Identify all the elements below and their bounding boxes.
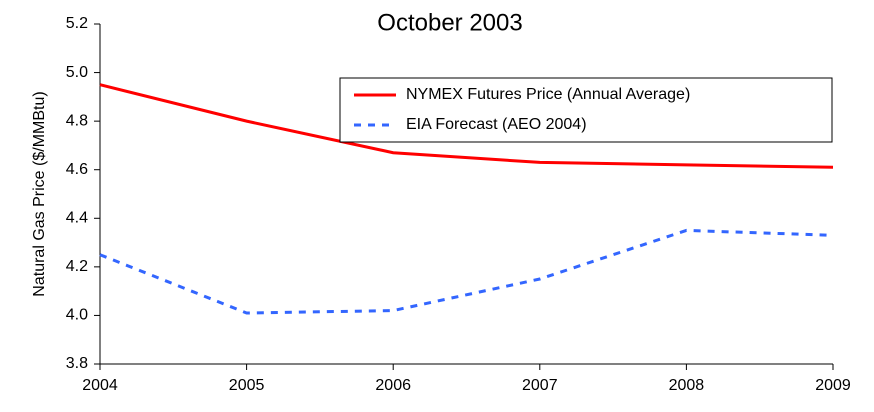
y-tick-label: 4.6 (66, 161, 88, 178)
x-tick-label: 2007 (522, 377, 558, 394)
y-tick-label: 5.0 (66, 64, 88, 81)
y-tick-label: 5.2 (66, 15, 88, 32)
y-tick-label: 4.0 (66, 307, 88, 324)
y-tick-label: 4.8 (66, 112, 88, 129)
series-line (99, 228, 834, 315)
y-axis-label: Natural Gas Price ($/MMBtu) (31, 91, 48, 296)
x-tick-label: 2008 (669, 377, 705, 394)
x-tick-label: 2006 (375, 377, 411, 394)
legend-label: EIA Forecast (AEO 2004) (406, 116, 587, 133)
x-tick-label: 2009 (815, 377, 851, 394)
y-tick-label: 3.8 (66, 355, 88, 372)
y-tick-label: 4.4 (66, 210, 88, 227)
y-tick-label: 4.2 (66, 258, 88, 275)
chart-title: October 2003 (377, 9, 522, 36)
legend-box (339, 77, 833, 143)
x-tick-label: 2005 (229, 377, 265, 394)
legend-label: NYMEX Futures Price (Annual Average) (406, 86, 690, 103)
x-tick-label: 2004 (82, 377, 118, 394)
series-line (99, 83, 834, 169)
